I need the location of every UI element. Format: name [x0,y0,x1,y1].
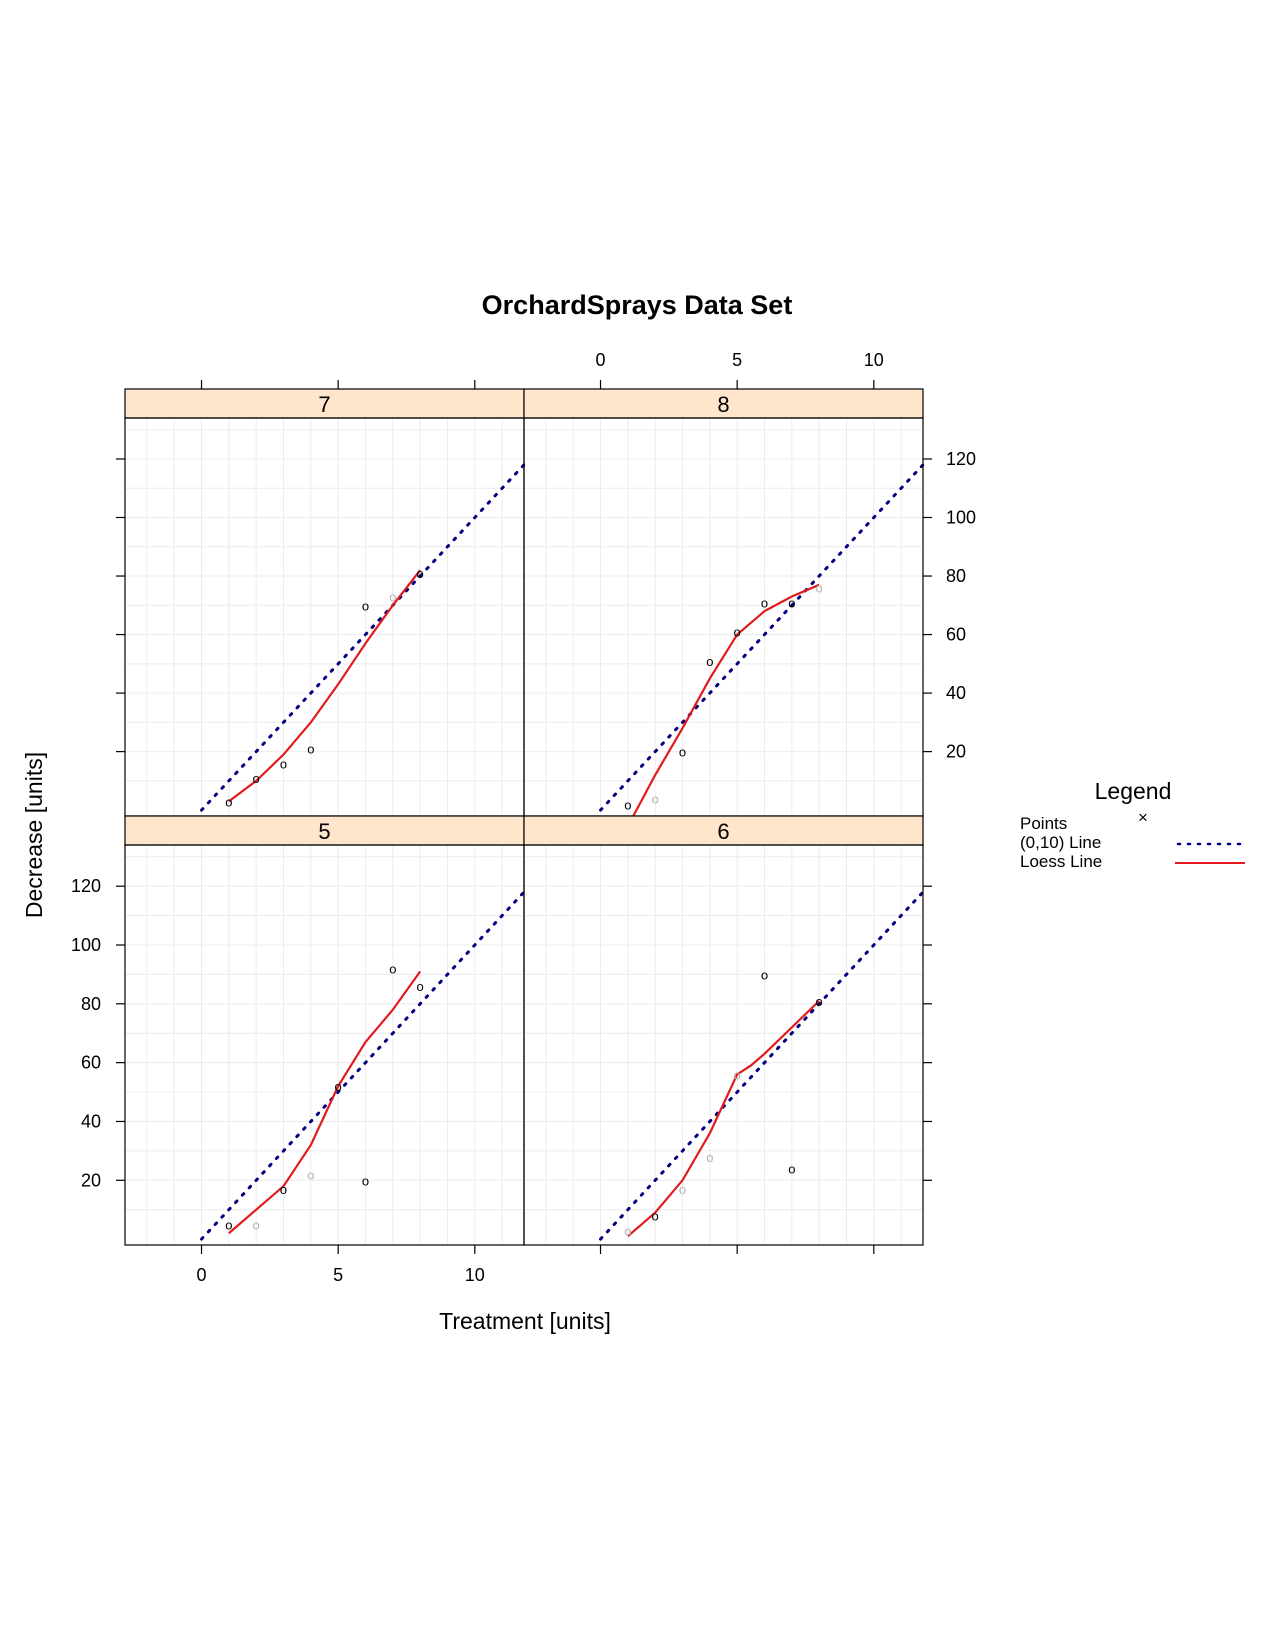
data-point: o [734,1067,741,1082]
panel-grid [125,418,524,816]
panel-7: 7 o o o o o o o [124,388,526,817]
data-point: o [679,1182,686,1197]
panel-border [523,844,924,1246]
legend-label: (0,10) Line [1020,833,1101,852]
reference-line [599,890,925,1241]
data-point: o [253,771,260,786]
panel-border [124,844,525,1246]
legend-points-symbol: × [1138,808,1148,827]
y-tick-label: 40 [81,1111,101,1131]
strip-label: 5 [318,819,330,844]
x-tick-label: 5 [732,350,742,370]
x-tick-label: 10 [465,1265,485,1285]
strip-5 [124,815,525,846]
reference-line [200,463,526,812]
y-tick-label: 100 [946,508,976,528]
y-tick-label: 120 [946,449,976,469]
data-point: o [389,590,396,605]
y-tick-label: 120 [71,876,101,896]
strip-label: 6 [717,819,729,844]
reference-line [599,463,925,812]
data-point: o [307,742,314,757]
data-point: o [816,994,823,1009]
panel-border [523,417,924,817]
panel-5: 5 o o o o o o o o [124,815,526,1246]
data-point: o [253,1217,260,1232]
data-point: o [734,625,741,640]
y-tick-label: 100 [71,935,101,955]
data-point: o [652,791,659,806]
data-point: o [280,1182,287,1197]
data-point: o [225,794,232,809]
y-tick-label: 40 [946,683,966,703]
panel-8: 8 o o o o o o o o [523,388,925,817]
data-point: o [624,797,631,812]
legend-label: Points [1020,814,1067,833]
data-point: o [362,1173,369,1188]
data-point: o [280,756,287,771]
loess-line [632,583,820,817]
panel-border [124,417,525,817]
panel-6: 6 o o o o o o o o [523,815,925,1246]
panel-grid [524,845,923,1245]
chart-title: OrchardSprays Data Set [482,290,793,320]
axes [116,380,932,1254]
x-tick-label: 0 [596,350,606,370]
data-point: o [225,1217,232,1232]
data-point: o [816,581,823,596]
data-point: o [307,1167,314,1182]
y-tick-label: 60 [81,1053,101,1073]
legend-label: Loess Line [1020,852,1102,871]
data-point: o [788,1162,795,1177]
data-point: o [761,967,768,982]
x-tick-label: 0 [197,1265,207,1285]
data-point: o [335,1079,342,1094]
data-point: o [417,566,424,581]
panel-grid [125,845,524,1245]
data-point: o [417,979,424,994]
y-tick-label: 80 [81,994,101,1014]
x-tick-label: 10 [864,350,884,370]
panel-grid [524,418,923,816]
y-tick-label: 20 [81,1170,101,1190]
strip-6 [523,815,924,846]
strip-label: 8 [717,392,729,417]
y-tick-label: 60 [946,625,966,645]
reference-line [200,890,526,1241]
data-point: o [652,1209,659,1224]
strip-label: 7 [318,392,330,417]
loess-line [228,569,422,803]
x-tick-label: 5 [333,1265,343,1285]
data-point: o [389,962,396,977]
loess-line [228,970,422,1235]
data-point: o [761,595,768,610]
legend-title: Legend [1095,778,1172,804]
x-axis-label: Treatment [units] [439,1308,611,1334]
data-point: o [679,745,686,760]
data-point: o [624,1223,631,1238]
y-axis-label: Decrease [units] [21,752,47,918]
data-point: o [788,595,795,610]
data-point: o [362,598,369,613]
y-tick-label: 80 [946,566,966,586]
y-tick-label: 20 [946,742,966,762]
data-point: o [706,1150,713,1165]
loess-line [627,1000,820,1238]
strip-8 [523,388,924,419]
data-point: o [706,654,713,669]
